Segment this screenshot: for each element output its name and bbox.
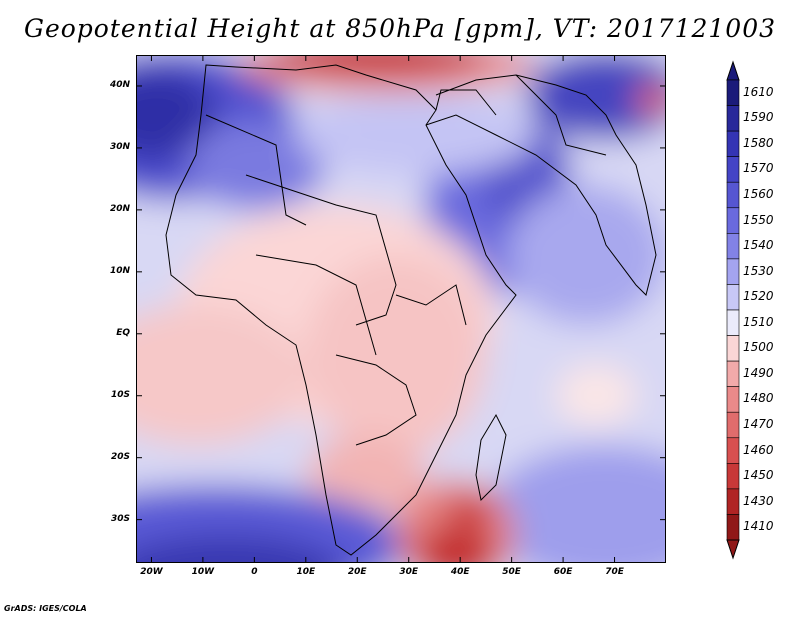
colorbar-label: 1480 [743,391,774,406]
geopotential-map [136,55,666,563]
colorbar-label: 1410 [743,519,774,534]
map-frame [136,55,666,563]
lat-label: 40N [109,79,130,90]
lon-label: 20W [140,567,163,577]
lat-label: 30N [109,141,130,152]
colorbar-swatch [726,156,740,183]
colorbar-label: 1470 [743,417,774,431]
colorbar-label: 1540 [743,238,774,253]
colorbar-swatch [726,233,740,260]
colorbar-swatch [726,437,740,464]
lon-label: 10W [191,567,215,577]
lon-label: 10E [296,567,316,577]
colorbar-swatch [726,105,740,132]
colorbar-swatch [726,488,740,515]
map-title: Geopotential Height at 850hPa [gpm], VT:… [23,14,777,43]
colorbar-label: 1530 [743,263,774,278]
colorbar-label: 1460 [743,442,774,457]
colorbar-bottom-arrow [726,539,740,560]
colorbar-label: 1490 [743,365,774,380]
lon-label: 40E [450,567,470,577]
lon-label: 70E [605,567,624,577]
colorbar-swatch [726,411,740,439]
lat-label: 20N [109,203,130,214]
colorbar-swatch [726,514,740,541]
colorbar-swatch [726,360,740,387]
colorbar: 1610 1590 1580 1570 1560 1550 1540 1530 1520 1510… [725,60,795,560]
colorbar-swatch [726,130,740,157]
colorbar-label: 1610 [743,84,774,99]
colorbar-swatch [726,386,740,413]
colorbar-swatch [726,309,740,336]
lat-label: EQ [116,327,130,338]
colorbar-swatch [726,463,740,490]
lon-label: 0 [251,567,258,577]
height-field [136,55,666,563]
colorbar-label: 1430 [743,493,774,508]
colorbar-label: 1500 [743,340,774,355]
lon-label: 60E [553,567,573,577]
lat-label: 30S [110,513,130,524]
colorbar-swatch [726,258,740,285]
lon-label: 50E [502,567,521,577]
colorbar-label: 1550 [743,212,774,227]
lon-label: 30E [399,567,419,577]
colorbar-top-arrow [726,60,740,81]
colorbar-label: 1450 [743,468,774,483]
colorbar-label: 1510 [743,314,774,329]
colorbar-swatch [726,207,740,234]
colorbar-label: 1560 [743,187,774,201]
lat-label: 10N [109,265,130,276]
axis-ticks [136,55,666,563]
coastlines [165,64,657,556]
colorbar-label: 1570 [743,161,774,176]
map-panel [136,55,666,563]
lat-label: 20S [110,451,130,462]
colorbar-label: 1580 [743,135,774,150]
colorbar-label: 1520 [743,289,774,304]
colorbar-swatch [726,335,740,362]
colorbar-swatch [726,79,740,106]
colorbar-label: 1590 [743,110,774,125]
lon-label: 20E [347,567,367,577]
colorbar-swatch [726,181,740,209]
lat-label: 10S [110,389,130,400]
colorbar-swatch [726,284,740,311]
grads-credit: GrADS: IGES/COLA [4,604,87,613]
